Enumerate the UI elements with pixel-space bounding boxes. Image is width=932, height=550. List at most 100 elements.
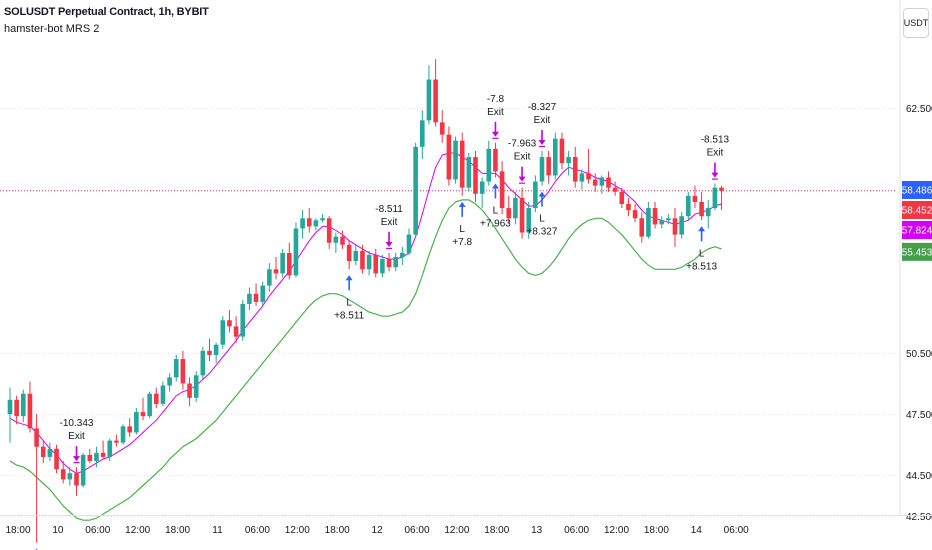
candle-up	[393, 252, 398, 272]
time-axis[interactable]: 18:00 10 06:00 12:00 18:00 11 06:00 12:00 18:00 1…	[0, 515, 932, 537]
candle-body	[233, 326, 239, 337]
candle-body	[47, 448, 53, 457]
candle-up	[686, 191, 691, 221]
candle-body	[566, 157, 571, 164]
candle-body	[493, 148, 498, 172]
candle-body	[333, 236, 339, 243]
candle-up	[539, 150, 545, 186]
price-tick-label: 44.500	[906, 471, 932, 482]
candle-body	[74, 473, 79, 486]
band-line	[9, 199, 722, 521]
exit-label: -8.513	[701, 135, 730, 146]
candle-body	[360, 250, 365, 270]
time-tick-label: 13	[531, 525, 543, 536]
candle-down	[433, 59, 438, 127]
candle-up	[320, 214, 325, 223]
candle-down	[546, 150, 551, 184]
exit-label: Exit	[707, 148, 724, 159]
candle-body	[21, 393, 26, 417]
candle-down	[180, 350, 186, 390]
candle-body	[400, 252, 405, 258]
candle-down	[699, 191, 704, 221]
time-tick-label: 06:00	[85, 525, 110, 536]
candle-up	[646, 201, 651, 239]
candle-up	[406, 228, 412, 255]
price-tag-bg	[902, 242, 932, 261]
symbol-title[interactable]: SOLUSDT Perpetual Contract, 1h, BYBIT	[4, 6, 209, 18]
candle-body	[546, 157, 551, 176]
candle-down	[499, 161, 505, 215]
candle-body	[420, 120, 425, 147]
candle-body	[346, 244, 352, 262]
exit-marker: -8.327 Exit	[528, 102, 557, 148]
candle-body	[340, 236, 345, 245]
long-entry-label: +8.327	[527, 227, 558, 238]
time-tick-label: 18:00	[165, 525, 190, 536]
candle-up	[240, 299, 246, 341]
candle-down	[459, 132, 465, 196]
exit-label: Exit	[68, 431, 85, 442]
candle-body	[267, 269, 272, 286]
currency-button[interactable]: USDT	[903, 8, 929, 38]
candle-up	[260, 281, 265, 306]
candle-body	[87, 454, 93, 462]
long-entry-label: L	[699, 248, 705, 259]
candlesticks	[7, 59, 724, 543]
price-tag: 57.824	[902, 220, 932, 239]
price-tag-label: 58.486	[902, 185, 932, 196]
candle-down	[227, 310, 232, 333]
candle-down	[506, 195, 512, 223]
candle-down	[40, 440, 46, 464]
candle-body	[306, 218, 312, 227]
candle-down	[586, 148, 591, 184]
candle-body	[320, 218, 325, 221]
candle-body	[459, 140, 465, 188]
candle-body	[300, 218, 305, 229]
exit-label: -8.327	[528, 102, 557, 113]
candle-up	[67, 467, 73, 486]
candle-body	[180, 359, 186, 384]
candle-body	[293, 228, 299, 276]
candle-up	[134, 407, 139, 435]
candle-up	[426, 65, 432, 125]
candle-body	[114, 440, 119, 443]
candle-body	[559, 138, 565, 164]
price-tag-label: 55.453	[902, 247, 932, 258]
candle-up	[333, 232, 339, 253]
candle-body	[473, 157, 478, 194]
candle-up	[173, 354, 179, 382]
candle-body	[14, 399, 19, 417]
candle-body	[200, 350, 206, 376]
candle-body	[499, 171, 505, 209]
exit-marker: -8.513 Exit	[701, 135, 730, 180]
candle-up	[566, 150, 571, 176]
candle-body	[393, 257, 398, 268]
indicator-title[interactable]: hamster-bot MRS 2	[4, 23, 100, 35]
price-axis[interactable]: 62.50050.50047.50044.50042.50040.500	[899, 0, 932, 550]
candle-up	[553, 132, 558, 180]
candle-up	[193, 371, 199, 402]
candle-body	[213, 344, 219, 355]
candle-down	[114, 434, 119, 447]
long-entry-marker: L +8.513	[686, 226, 717, 272]
candle-down	[559, 132, 565, 170]
candle-body	[207, 350, 212, 355]
candle-body	[193, 375, 199, 398]
chart-legend: SOLUSDT Perpetual Contract, 1h, BYBIT ha…	[4, 4, 209, 38]
time-tick-label: 18:00	[5, 525, 30, 536]
ma-line	[9, 152, 722, 474]
candle-body	[599, 177, 605, 186]
candle-body	[260, 285, 265, 302]
candle-down	[100, 440, 106, 459]
candle-body	[606, 177, 611, 188]
candle-down	[74, 467, 79, 496]
candle-body	[154, 393, 159, 404]
candle-body	[519, 197, 525, 233]
time-tick-label: 18:00	[325, 525, 350, 536]
candle-down	[606, 171, 611, 192]
candle-body	[686, 195, 691, 217]
candle-body	[27, 393, 33, 429]
candle-up	[220, 316, 226, 349]
long-entry-label: +8.511	[334, 310, 365, 321]
